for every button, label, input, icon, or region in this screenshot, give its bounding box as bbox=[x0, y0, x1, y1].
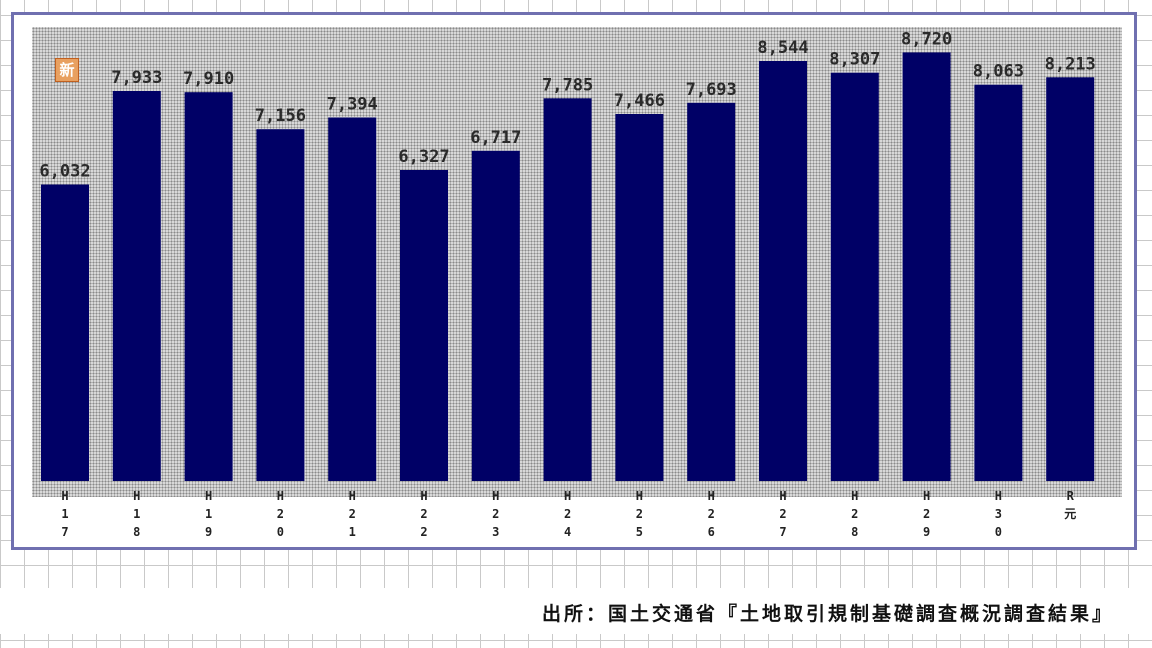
tick-label-H30: H 3 0 bbox=[995, 489, 1002, 539]
svg-text:H: H bbox=[851, 489, 858, 503]
data-label-H20: 7,156 bbox=[255, 106, 306, 126]
bar-H21 bbox=[328, 117, 377, 481]
svg-text:1: 1 bbox=[205, 507, 212, 521]
svg-text:H: H bbox=[61, 489, 68, 503]
data-label-H29: 8,720 bbox=[901, 29, 952, 49]
svg-text:4: 4 bbox=[564, 525, 571, 539]
bar-R元 bbox=[1046, 77, 1095, 482]
bar-H26 bbox=[687, 102, 736, 482]
bar-chart: 6,032 H 1 7 7,933 H 1 8 7,910 H 1 9 7,156 H 2 0 7,394 H 2 1… bbox=[39, 29, 1096, 539]
data-label-H18: 7,933 bbox=[111, 68, 162, 88]
tick-label-R元: R元 bbox=[1064, 489, 1076, 521]
svg-text:9: 9 bbox=[205, 525, 212, 539]
tick-label-H27: H 2 7 bbox=[779, 489, 786, 539]
svg-text:H: H bbox=[564, 489, 571, 503]
svg-text:0: 0 bbox=[995, 525, 1002, 539]
bar-H28 bbox=[830, 72, 879, 481]
svg-text:2: 2 bbox=[420, 525, 427, 539]
tick-label-H17: H 1 7 bbox=[61, 489, 68, 539]
tick-label-H23: H 2 3 bbox=[492, 489, 499, 539]
source-bar: 出所：国土交通省『土地取引規制基礎調査概況調査結果』 bbox=[0, 588, 1152, 634]
svg-text:8: 8 bbox=[851, 525, 858, 539]
svg-text:H: H bbox=[492, 489, 499, 503]
svg-text:7: 7 bbox=[779, 525, 786, 539]
tick-label-H22: H 2 2 bbox=[420, 489, 427, 539]
svg-text:2: 2 bbox=[349, 507, 356, 521]
tick-label-H26: H 2 6 bbox=[708, 489, 715, 539]
svg-text:1: 1 bbox=[61, 507, 68, 521]
svg-text:2: 2 bbox=[492, 507, 499, 521]
new-badge-icon: 新 bbox=[55, 58, 79, 82]
svg-text:3: 3 bbox=[492, 525, 499, 539]
svg-text:元: 元 bbox=[1064, 507, 1076, 521]
svg-text:H: H bbox=[636, 489, 643, 503]
svg-text:H: H bbox=[923, 489, 930, 503]
source-note: 出所：国土交通省『土地取引規制基礎調査概況調査結果』 bbox=[541, 603, 1114, 625]
tick-label-H20: H 2 0 bbox=[277, 489, 284, 539]
svg-text:8: 8 bbox=[133, 525, 140, 539]
svg-text:2: 2 bbox=[708, 507, 715, 521]
data-label-H30: 8,063 bbox=[973, 62, 1024, 82]
tick-label-H25: H 2 5 bbox=[636, 489, 643, 539]
svg-text:9: 9 bbox=[923, 525, 930, 539]
data-label-H17: 6,032 bbox=[39, 162, 90, 182]
svg-text:H: H bbox=[133, 489, 140, 503]
svg-text:2: 2 bbox=[779, 507, 786, 521]
svg-text:1: 1 bbox=[349, 525, 356, 539]
svg-text:3: 3 bbox=[995, 507, 1002, 521]
bar-H22 bbox=[400, 170, 448, 481]
svg-text:2: 2 bbox=[420, 507, 427, 521]
bar-H29 bbox=[902, 52, 951, 482]
tick-label-H24: H 2 4 bbox=[564, 489, 571, 539]
bar-H18 bbox=[112, 91, 161, 481]
svg-text:R: R bbox=[1067, 489, 1075, 503]
data-label-H28: 8,307 bbox=[829, 50, 880, 70]
data-label-H24: 7,785 bbox=[542, 75, 593, 95]
bar-H25 bbox=[615, 114, 664, 481]
tick-label-H18: H 1 8 bbox=[133, 489, 140, 539]
svg-text:2: 2 bbox=[277, 507, 284, 521]
tick-label-H29: H 2 9 bbox=[923, 489, 930, 539]
svg-text:6: 6 bbox=[708, 525, 715, 539]
data-label-H23: 6,717 bbox=[470, 128, 521, 148]
svg-text:H: H bbox=[205, 489, 212, 503]
tick-label-H19: H 1 9 bbox=[205, 489, 212, 539]
svg-text:2: 2 bbox=[851, 507, 858, 521]
tick-label-H21: H 2 1 bbox=[349, 489, 356, 539]
svg-text:H: H bbox=[708, 489, 715, 503]
data-label-H26: 7,693 bbox=[686, 80, 737, 100]
svg-text:0: 0 bbox=[277, 525, 284, 539]
bar-H24 bbox=[543, 98, 592, 482]
svg-text:2: 2 bbox=[564, 507, 571, 521]
svg-text:1: 1 bbox=[133, 507, 140, 521]
data-label-R元: 8,213 bbox=[1045, 54, 1096, 74]
data-label-H22: 6,327 bbox=[398, 147, 449, 167]
svg-text:H: H bbox=[277, 489, 284, 503]
svg-text:2: 2 bbox=[636, 507, 643, 521]
data-label-H25: 7,466 bbox=[614, 91, 665, 111]
bar-H17 bbox=[41, 184, 89, 481]
data-label-H21: 7,394 bbox=[327, 95, 378, 115]
bar-H23 bbox=[471, 150, 520, 482]
tick-label-H28: H 2 8 bbox=[851, 489, 858, 539]
bar-H27 bbox=[759, 61, 807, 481]
svg-text:7: 7 bbox=[61, 525, 68, 539]
data-label-H19: 7,910 bbox=[183, 69, 234, 89]
data-label-H27: 8,544 bbox=[757, 38, 808, 58]
chart-frame: 6,032 H 1 7 7,933 H 1 8 7,910 H 1 9 7,156 H 2 0 7,394 H 2 1… bbox=[11, 12, 1137, 550]
svg-text:H: H bbox=[349, 489, 356, 503]
bar-H20 bbox=[256, 129, 305, 481]
svg-text:H: H bbox=[779, 489, 786, 503]
bar-H30 bbox=[974, 84, 1023, 481]
svg-text:H: H bbox=[995, 489, 1002, 503]
bar-H19 bbox=[184, 92, 233, 481]
svg-text:5: 5 bbox=[636, 525, 643, 539]
svg-text:2: 2 bbox=[923, 507, 930, 521]
svg-text:H: H bbox=[420, 489, 427, 503]
